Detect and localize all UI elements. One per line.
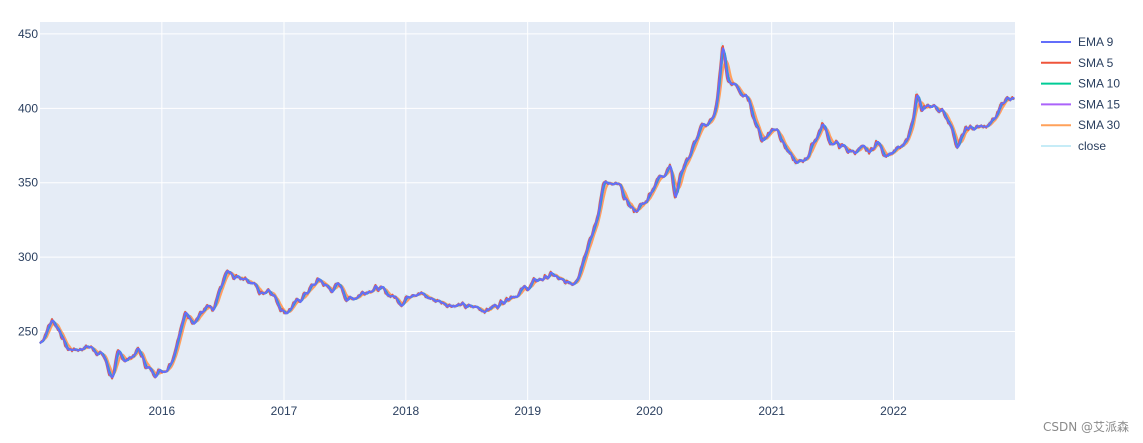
legend-label: EMA 9: [1078, 35, 1114, 49]
legend[interactable]: EMA 9 SMA 5 SMA 10 SMA 15 SMA 30 close: [1041, 35, 1120, 153]
series-lines: [39, 42, 1016, 381]
x-tick-label: 2016: [148, 404, 175, 418]
watermark: CSDN @艾派森: [1042, 420, 1129, 434]
legend-item-ema-9[interactable]: EMA 9: [1041, 35, 1114, 49]
y-tick-label: 350: [18, 176, 38, 190]
legend-item-sma-15[interactable]: SMA 15: [1041, 97, 1120, 111]
x-tick-label: 2019: [514, 404, 541, 418]
x-tick-label: 2017: [271, 404, 298, 418]
legend-label: SMA 5: [1078, 56, 1114, 70]
legend-label: SMA 15: [1078, 97, 1120, 111]
x-axis: 2016 2017 2018 2019 2020 2021 2022: [148, 404, 907, 418]
legend-item-sma-5[interactable]: SMA 5: [1041, 56, 1114, 70]
y-axis: 250 300 350 400 450: [18, 27, 38, 339]
legend-item-close[interactable]: close: [1041, 139, 1106, 153]
x-tick-label: 2018: [392, 404, 419, 418]
legend-item-sma-10[interactable]: SMA 10: [1041, 77, 1120, 91]
legend-label: close: [1078, 139, 1106, 153]
legend-item-sma-30[interactable]: SMA 30: [1041, 118, 1120, 132]
y-tick-label: 400: [18, 101, 38, 115]
grid-lines: [40, 22, 1015, 400]
legend-label: SMA 10: [1078, 77, 1120, 91]
y-tick-label: 300: [18, 250, 38, 264]
y-tick-label: 450: [18, 27, 38, 41]
x-tick-label: 2020: [636, 404, 663, 418]
series-line-ema-9: [39, 47, 1015, 379]
x-tick-label: 2022: [880, 404, 907, 418]
legend-label: SMA 30: [1078, 118, 1120, 132]
x-tick-label: 2021: [758, 404, 785, 418]
y-tick-label: 250: [18, 325, 38, 339]
